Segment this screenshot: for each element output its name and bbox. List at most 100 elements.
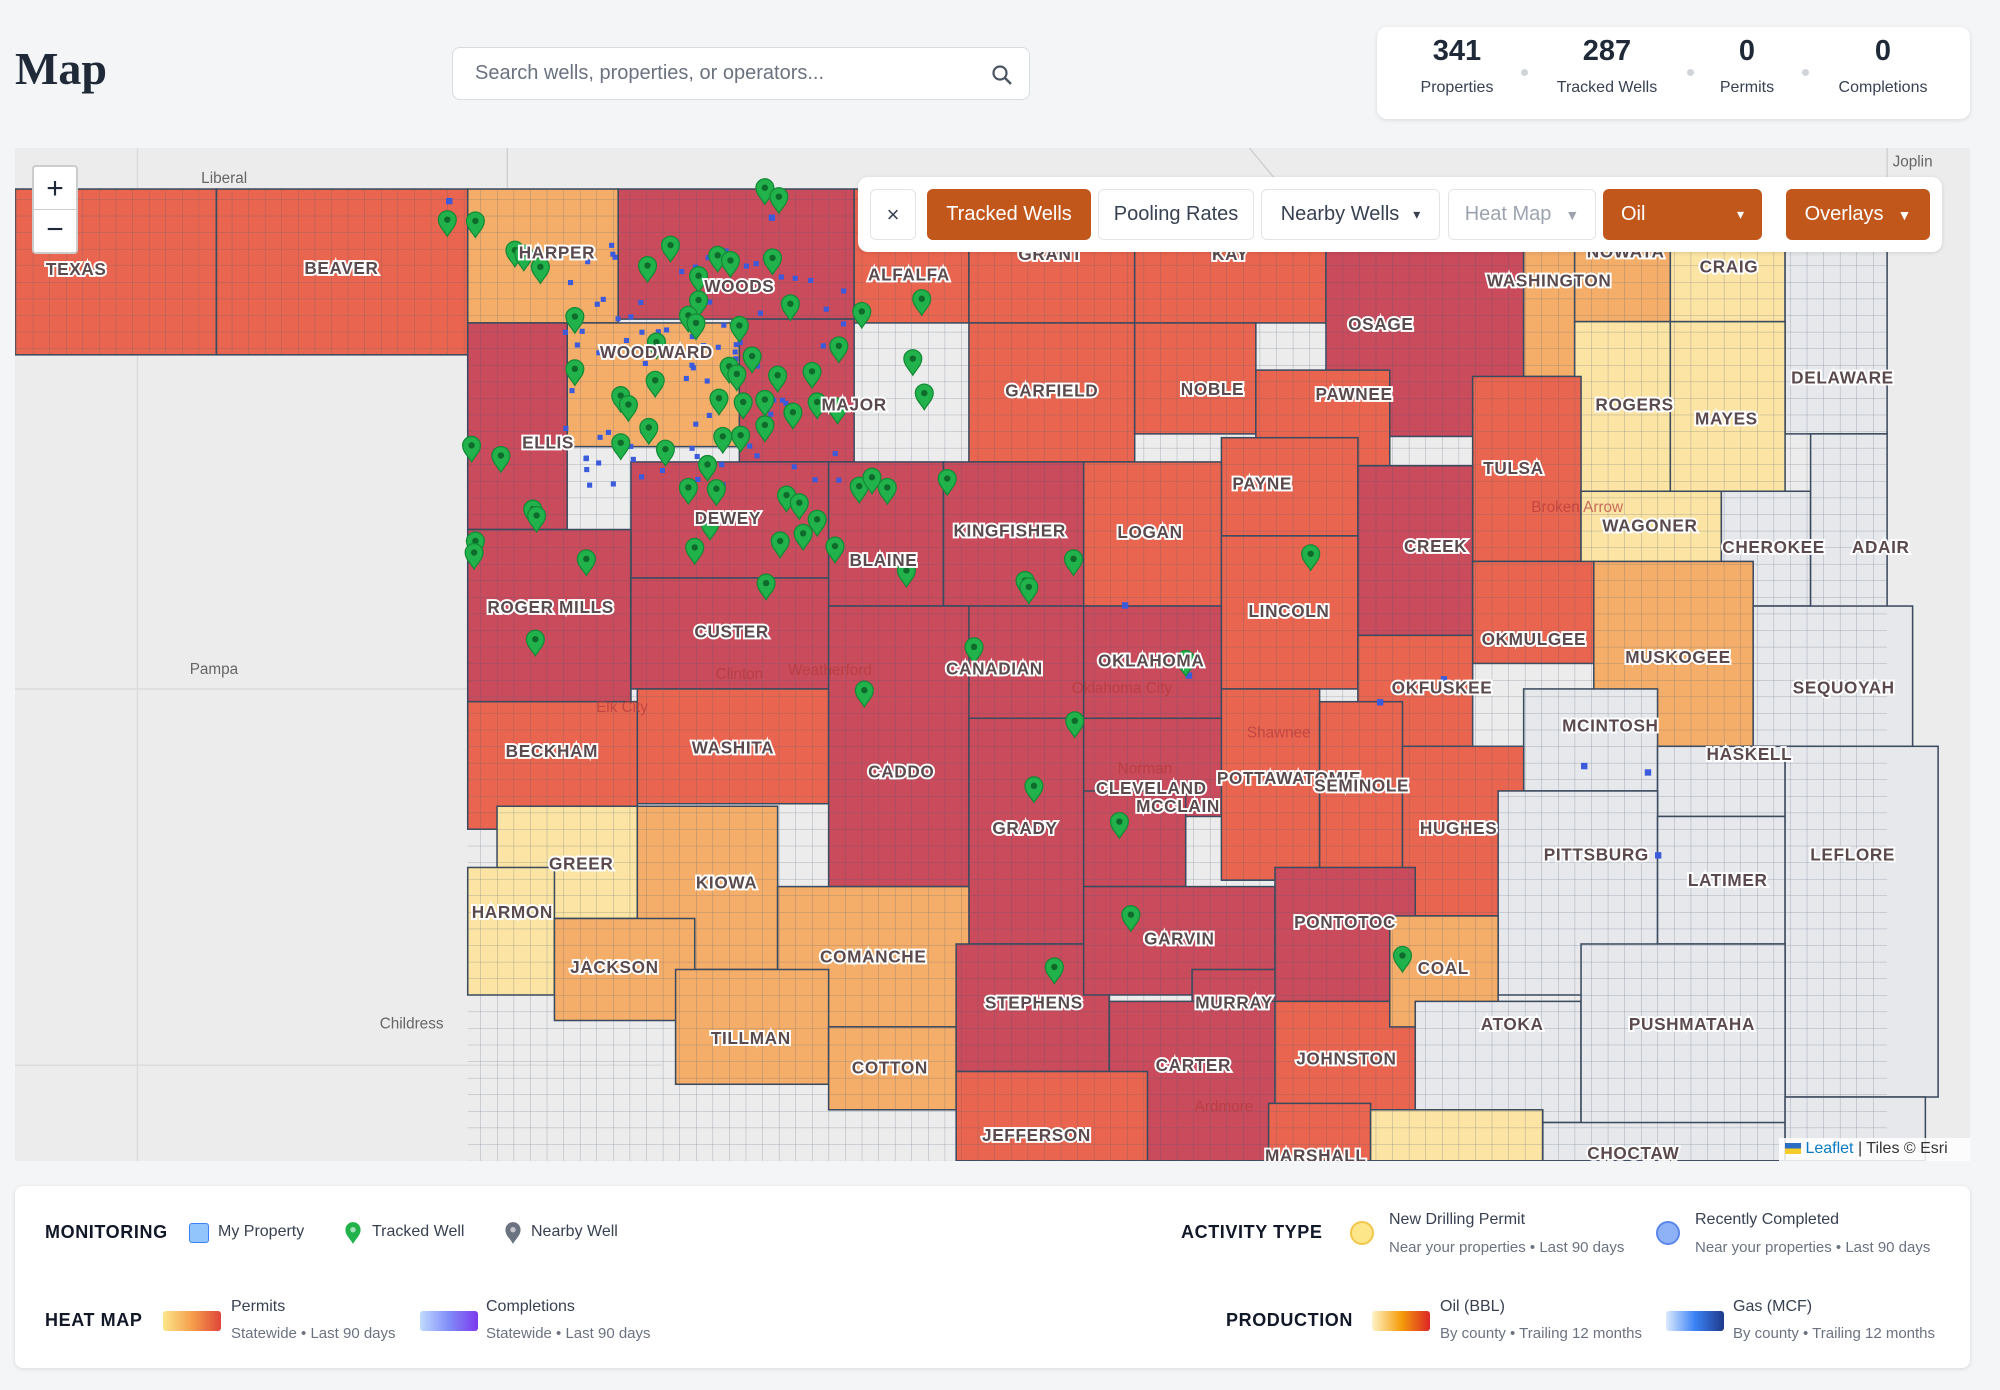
property-marker[interactable] (757, 280, 764, 286)
map[interactable]: Liberal Pampa Childress Joplin Oklahoma City… (15, 148, 1970, 1161)
tracked-well-pin[interactable] (755, 178, 775, 206)
tracked-well-pin[interactable] (639, 417, 659, 446)
tracked-well-pin[interactable] (637, 255, 658, 284)
property-marker[interactable] (584, 467, 590, 473)
tracked-well-pin[interactable] (709, 388, 729, 416)
tracked-well-pin[interactable] (914, 383, 934, 411)
property-marker[interactable] (693, 421, 699, 427)
tracked-well-pin[interactable] (720, 250, 740, 279)
property-marker[interactable] (693, 349, 699, 355)
tracked-well-pin[interactable] (731, 425, 751, 453)
search-box[interactable]: Search wells, properties, or operators..… (452, 47, 1030, 100)
tracked-well-pin[interactable] (514, 244, 534, 272)
zoom-in-button[interactable]: + (34, 167, 76, 210)
property-marker[interactable] (583, 456, 589, 462)
property-marker[interactable] (705, 255, 711, 261)
property-marker[interactable] (1185, 672, 1193, 679)
property-marker[interactable] (792, 275, 798, 281)
property-marker[interactable] (836, 477, 842, 483)
property-marker[interactable] (706, 412, 712, 418)
property-marker[interactable] (1655, 852, 1662, 859)
property-marker[interactable] (732, 349, 738, 355)
property-marker[interactable] (808, 277, 814, 283)
tracked-well-pin[interactable] (1109, 812, 1129, 840)
property-marker[interactable] (820, 343, 826, 349)
property-marker[interactable] (655, 329, 661, 335)
property-marker[interactable] (579, 328, 585, 334)
property-marker[interactable] (768, 411, 774, 417)
property-marker[interactable] (694, 453, 700, 460)
tracked-well-pin[interactable] (464, 542, 484, 571)
tracked-well-pin[interactable] (1121, 905, 1141, 933)
tracked-well-pin[interactable] (655, 439, 675, 467)
map-canvas[interactable]: Liberal Pampa Childress Joplin Oklahoma City… (15, 148, 1970, 1161)
tracked-well-pin[interactable] (646, 332, 667, 360)
tracked-well-pin[interactable] (461, 435, 482, 464)
toolbar-button[interactable]: Oil ▾ (1603, 189, 1762, 240)
property-marker[interactable] (663, 327, 670, 333)
tracked-well-pin[interactable] (1176, 650, 1196, 678)
property-marker[interactable] (597, 434, 603, 440)
tracked-well-pin[interactable] (829, 336, 849, 364)
tracked-well-pin[interactable] (565, 306, 585, 335)
property-marker[interactable] (569, 388, 575, 394)
property-marker[interactable] (832, 451, 838, 457)
tracked-well-pin[interactable] (793, 523, 813, 552)
tracked-well-pin[interactable] (1044, 957, 1064, 985)
property-marker[interactable] (679, 269, 685, 275)
property-marker[interactable] (743, 263, 749, 269)
tracked-well-pin[interactable] (686, 313, 706, 341)
property-marker[interactable] (574, 342, 580, 348)
property-marker[interactable] (596, 460, 602, 466)
tracked-well-pin[interactable] (807, 392, 827, 420)
property-marker[interactable] (754, 453, 760, 459)
property-marker[interactable] (780, 397, 786, 403)
property-marker[interactable] (628, 314, 634, 320)
property-marker[interactable] (715, 344, 721, 350)
tracked-well-pin[interactable] (733, 392, 753, 420)
property-marker[interactable] (683, 375, 689, 382)
property-marker[interactable] (701, 343, 707, 349)
property-marker[interactable] (605, 429, 611, 435)
property-marker[interactable] (446, 197, 453, 205)
tracked-well-pin[interactable] (755, 415, 775, 443)
tracked-well-pin[interactable] (678, 477, 698, 506)
property-marker[interactable] (841, 288, 847, 294)
tracked-well-pin[interactable] (755, 389, 775, 418)
tracked-well-pin[interactable] (729, 315, 749, 344)
property-marker[interactable] (638, 299, 644, 306)
property-marker[interactable] (659, 467, 665, 474)
property-marker[interactable] (733, 342, 739, 348)
tracked-well-pin[interactable] (611, 433, 631, 461)
property-marker[interactable] (689, 445, 695, 451)
tracked-well-pin[interactable] (756, 573, 776, 601)
tracked-well-pin[interactable] (525, 629, 545, 658)
tracked-well-pin[interactable] (769, 187, 789, 215)
tracked-well-pin[interactable] (645, 370, 665, 399)
search-icon[interactable] (991, 64, 1013, 86)
property-marker[interactable] (585, 259, 591, 265)
property-marker[interactable] (639, 474, 645, 480)
property-marker[interactable] (563, 425, 569, 431)
property-marker[interactable] (630, 456, 636, 462)
property-marker[interactable] (704, 378, 710, 384)
property-marker[interactable] (719, 462, 725, 468)
property-marker[interactable] (610, 481, 616, 487)
property-marker[interactable] (623, 337, 630, 344)
tracked-well-pin[interactable] (903, 349, 923, 377)
tracked-well-pin[interactable] (527, 505, 547, 534)
property-marker[interactable] (610, 251, 616, 257)
tracked-well-pin[interactable] (565, 359, 585, 387)
property-marker[interactable] (778, 274, 784, 280)
property-marker[interactable] (757, 310, 763, 316)
toolbar-button[interactable]: Nearby Wells ▾ (1261, 189, 1440, 240)
property-marker[interactable] (783, 400, 789, 406)
property-marker[interactable] (753, 261, 759, 267)
tracked-well-pin[interactable] (618, 394, 638, 423)
property-marker[interactable] (587, 482, 593, 488)
property-marker[interactable] (594, 301, 600, 307)
close-button[interactable]: × (870, 189, 916, 240)
tracked-well-pin[interactable] (1019, 577, 1039, 605)
toolbar-button[interactable]: Overlays ▼ (1786, 189, 1930, 240)
tracked-well-pin[interactable] (697, 454, 718, 483)
